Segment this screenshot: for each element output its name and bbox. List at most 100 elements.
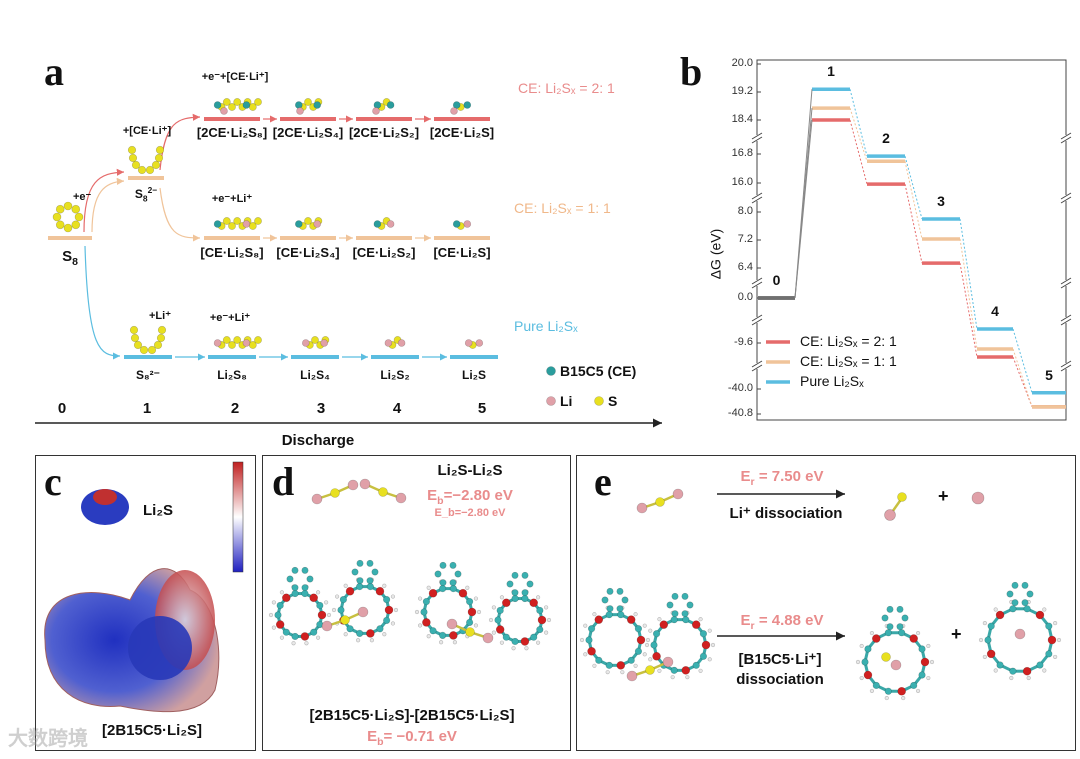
legend-li-ball (546, 396, 556, 406)
e-ce2-atom (691, 620, 701, 629)
complex-dimer-label: [2B15C5·Li₂S]-[2B15C5·Li₂S] (309, 707, 515, 724)
axis-break-mark (1060, 132, 1072, 140)
s-atom (304, 98, 312, 106)
er1-sub: r (750, 476, 755, 488)
s-atom (233, 336, 242, 344)
end-atom (397, 339, 406, 347)
complex-eb-value: = −0.71 eV (383, 728, 457, 745)
e-ce3-h (926, 675, 931, 681)
e-ce1-atom (627, 656, 635, 664)
axis-break-mark (751, 136, 763, 144)
e-ce3-benzo (896, 623, 904, 631)
d-ce2-benzo (366, 577, 374, 585)
end-atom (464, 339, 473, 347)
d-ce3-h (476, 609, 482, 615)
axis-break-mark (751, 196, 763, 204)
e-ce1-h (620, 670, 625, 675)
e-ce1-atom (634, 625, 643, 633)
legend-entry-2: Pure Li₂Sₓ (800, 373, 864, 389)
y-tick-label: 16.0 (731, 176, 753, 188)
d-ce1-benzo (301, 566, 309, 574)
complex-binding-energy: Eb= −0.71 eV (367, 728, 457, 748)
dimer-title: Li₂S-Li₂S (437, 462, 503, 479)
e-ce1-h (633, 663, 638, 668)
end-atom (213, 220, 222, 228)
d-ce1-benzo (291, 566, 299, 574)
d-ce4-h (488, 617, 494, 623)
s8-atom (74, 212, 84, 222)
electron-step-label: +e⁻ (73, 191, 92, 203)
axis-break-gap (1062, 280, 1070, 286)
d-ce3-h (452, 640, 457, 645)
bot-species-3: Li₂S₂ (380, 368, 410, 382)
e-ce1-h (592, 663, 597, 668)
d-ce2-h (390, 621, 396, 626)
d-ce4-h (535, 640, 541, 645)
d-ce4-atom (530, 633, 538, 641)
step-5: 5 (477, 400, 487, 417)
panel-b-chart (751, 59, 1072, 421)
ce-li-step-label: +[CE·Li⁺] (122, 125, 172, 137)
step-3: 3 (316, 400, 326, 417)
legend-ce-ball (546, 366, 556, 376)
e-lis-li (890, 659, 902, 671)
s-atom (147, 345, 157, 355)
mid-species-3: [CE·Li₂S₂] (352, 245, 416, 260)
e-ce1-benzo (621, 596, 629, 604)
d-ce1-benzo (301, 584, 309, 592)
top-reagent-label: +e⁻+[CE·Li⁺] (201, 71, 269, 83)
d-ce1-h (304, 641, 309, 646)
d-ce3-h (417, 596, 423, 601)
s8-atom (63, 223, 73, 233)
e-ce3-h (859, 675, 864, 681)
reaction1-plus: + (938, 486, 949, 506)
e-ce4-atom (1022, 666, 1032, 676)
d-ce4-benzo (511, 589, 519, 597)
e-ce2-h (670, 675, 675, 680)
e-ce2-benzo (671, 592, 679, 600)
s-atom (222, 98, 231, 106)
e-ce4-atom (984, 636, 992, 644)
free-li (971, 491, 985, 505)
dianion-to-mid-arrow (159, 187, 201, 242)
d-ce1-benzo (306, 575, 314, 583)
e-ce3-atom (872, 681, 880, 690)
reaction2-label-2: dissociation (736, 671, 824, 688)
step-2: 2 (230, 400, 240, 417)
end-atom (386, 101, 395, 109)
e-ce4-h (982, 620, 987, 626)
axis-break-mark (751, 281, 763, 289)
e-ce1-h (583, 623, 588, 628)
axis-break-gap (1062, 135, 1070, 141)
connector-1-3 (904, 161, 923, 240)
e-ce3-atom (898, 629, 906, 637)
end-atom (213, 339, 222, 347)
end-atom (475, 339, 484, 347)
axis-break-gap (753, 363, 761, 369)
d-ce2-atom (366, 629, 375, 638)
d-li2s-a-li (357, 606, 369, 618)
e-ce2-atom (652, 630, 661, 638)
e-ce4-atom (987, 622, 995, 630)
step-label-1: 1 (827, 63, 835, 80)
d-ce4-h (546, 617, 552, 623)
dimer-b-li (359, 478, 371, 490)
s-atom (311, 336, 319, 344)
d-ce4-h (499, 595, 505, 600)
d-ce4-h (544, 630, 549, 635)
e-ce2-atom (681, 666, 691, 675)
e-ce3-h (926, 643, 931, 649)
d-ce4-h (491, 605, 496, 610)
step-label-0: 0 (772, 272, 781, 288)
axis-break-mark (751, 364, 763, 372)
axis-break-mark (751, 360, 763, 368)
series-label-ce21: CE: Li₂Sₓ = 2: 1 (518, 80, 615, 96)
s-atom (254, 217, 262, 225)
axis-break-mark (1060, 360, 1072, 368)
s8-dianion-sup: 2− (147, 185, 158, 195)
connector-0-2 (849, 119, 868, 185)
e-ce3-h (929, 659, 935, 665)
panel-e-label: e (594, 459, 612, 504)
e-ce1-atom (616, 661, 626, 670)
bot-species-0: S₈²⁻ (136, 368, 160, 382)
